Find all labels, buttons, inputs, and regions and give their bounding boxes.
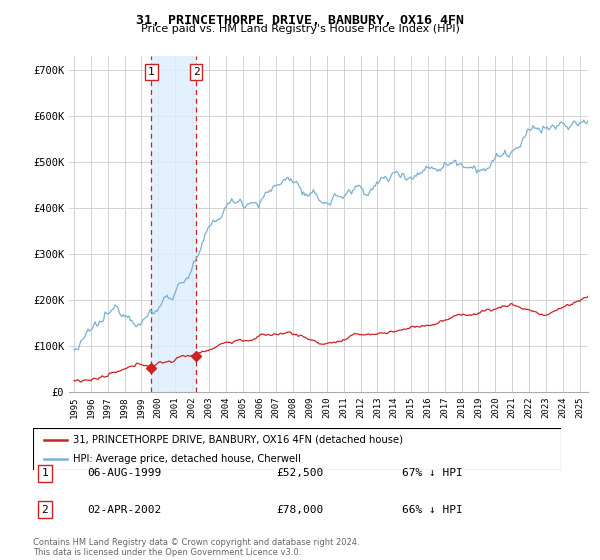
Text: 02-APR-2002: 02-APR-2002 xyxy=(87,505,161,515)
Text: 66% ↓ HPI: 66% ↓ HPI xyxy=(402,505,463,515)
Text: 1: 1 xyxy=(41,468,49,478)
Text: 31, PRINCETHORPE DRIVE, BANBURY, OX16 4FN (detached house): 31, PRINCETHORPE DRIVE, BANBURY, OX16 4F… xyxy=(73,435,403,445)
Text: 2: 2 xyxy=(41,505,49,515)
Text: 31, PRINCETHORPE DRIVE, BANBURY, OX16 4FN: 31, PRINCETHORPE DRIVE, BANBURY, OX16 4F… xyxy=(136,14,464,27)
Text: Contains HM Land Registry data © Crown copyright and database right 2024.
This d: Contains HM Land Registry data © Crown c… xyxy=(33,538,359,557)
Text: 1: 1 xyxy=(148,67,155,77)
Text: HPI: Average price, detached house, Cherwell: HPI: Average price, detached house, Cher… xyxy=(73,454,301,464)
Text: £78,000: £78,000 xyxy=(276,505,323,515)
Text: £52,500: £52,500 xyxy=(276,468,323,478)
Text: 67% ↓ HPI: 67% ↓ HPI xyxy=(402,468,463,478)
Text: 06-AUG-1999: 06-AUG-1999 xyxy=(87,468,161,478)
Text: 2: 2 xyxy=(193,67,200,77)
Text: Price paid vs. HM Land Registry's House Price Index (HPI): Price paid vs. HM Land Registry's House … xyxy=(140,24,460,34)
Bar xyxy=(151,56,196,392)
